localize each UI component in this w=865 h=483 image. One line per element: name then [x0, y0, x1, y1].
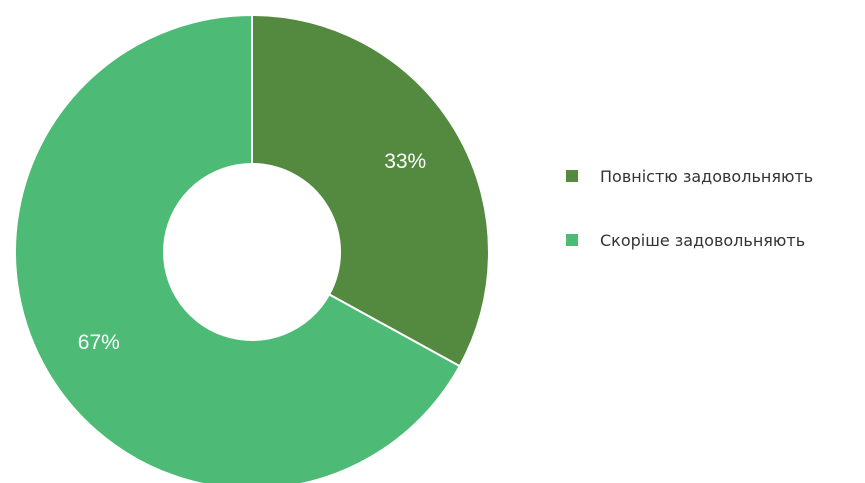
slice-value-label-1: 33% — [384, 150, 426, 173]
slices-group — [14, 13, 490, 483]
donut-slice-2 — [14, 13, 462, 483]
legend-swatch-2 — [566, 234, 578, 246]
legend-label-1: Повністю задовольняють — [600, 166, 814, 186]
legend-item-1: Повністю задовольняють — [566, 163, 813, 189]
legend: Повністю задовольняють Скоріше задовольня… — [566, 163, 813, 291]
donut-chart: 33% 67% — [14, 13, 490, 483]
slice-value-label-2: 67% — [78, 331, 120, 354]
legend-swatch-1 — [566, 170, 578, 182]
legend-item-2: Скоріше задовольняють — [566, 227, 813, 253]
donut-slice-1 — [251, 13, 490, 368]
slice-labels-group: 33% 67% — [78, 150, 426, 354]
legend-label-2: Скоріше задовольняють — [600, 230, 806, 250]
